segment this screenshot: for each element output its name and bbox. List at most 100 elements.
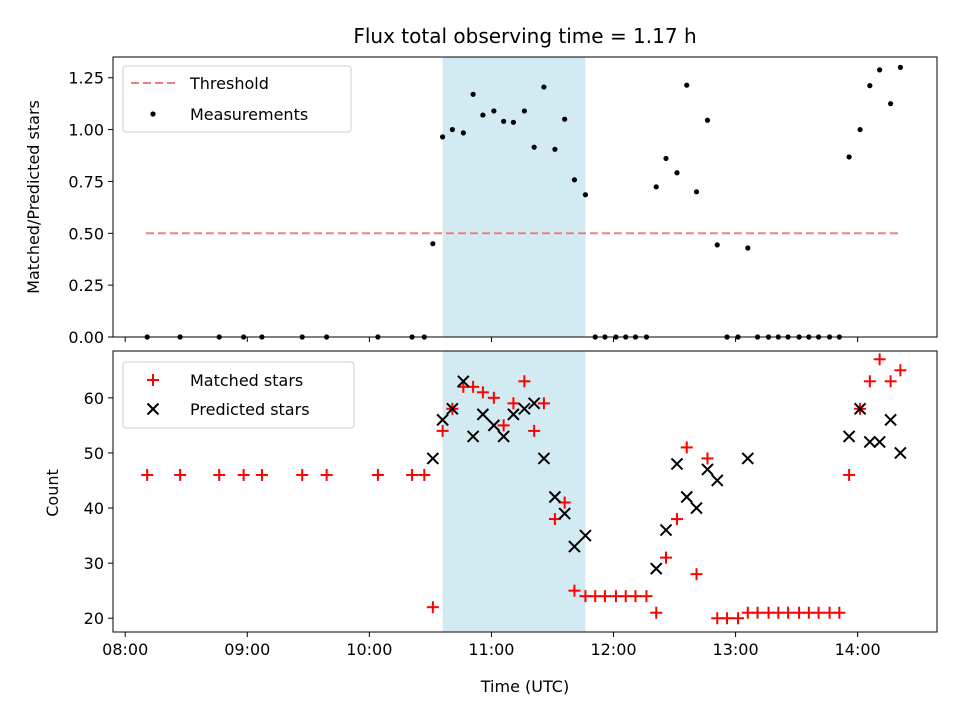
legend-matched-label: Matched stars bbox=[190, 371, 303, 390]
predicted-star-point-b bbox=[568, 540, 581, 553]
predicted-star-point bbox=[680, 490, 693, 504]
predicted-star-point-b bbox=[487, 419, 501, 432]
legend-predicted-label: Predicted stars bbox=[190, 400, 310, 419]
predicted-star-point-b bbox=[894, 446, 907, 460]
measurement-point bbox=[846, 154, 852, 160]
y-tick-label: 1.25 bbox=[68, 69, 104, 88]
y-tick-label: 0.25 bbox=[68, 276, 104, 295]
measurement-point bbox=[693, 189, 700, 195]
matched-star-point bbox=[894, 364, 907, 377]
measurement-point bbox=[501, 118, 507, 124]
predicted-star-point bbox=[863, 435, 877, 449]
matched-star-point bbox=[701, 452, 714, 465]
matched-star-point bbox=[884, 375, 897, 388]
predicted-star-point-b bbox=[884, 413, 897, 427]
measurement-point bbox=[582, 192, 589, 198]
matched-star-point bbox=[863, 375, 876, 388]
matched-star-point bbox=[690, 568, 703, 581]
predicted-star-point-b bbox=[446, 402, 459, 416]
predicted-star-point-b bbox=[436, 413, 449, 427]
predicted-star-point bbox=[670, 457, 684, 471]
measurement-point bbox=[877, 67, 883, 73]
predicted-star-point-b bbox=[701, 463, 714, 476]
measurement-point bbox=[552, 146, 558, 152]
legend: Matched stars Predicted stars bbox=[122, 361, 355, 429]
matched-star-point bbox=[680, 441, 693, 454]
predicted-star-point-b bbox=[842, 430, 856, 443]
y-tick-label: 50 bbox=[84, 444, 104, 463]
predicted-star-point bbox=[457, 375, 470, 388]
observing-interval-band bbox=[442, 351, 586, 632]
y-tick-label: 0.00 bbox=[68, 328, 104, 347]
y-tick-label: 60 bbox=[84, 389, 104, 408]
matched-star-point bbox=[732, 612, 745, 625]
matched-star-point bbox=[721, 612, 734, 625]
axes-frame bbox=[112, 350, 938, 633]
legend: Threshold Measurements bbox=[122, 65, 352, 133]
measurement-point bbox=[562, 116, 568, 122]
measurement-point bbox=[541, 84, 547, 90]
predicted-star-point-b bbox=[466, 430, 480, 443]
predicted-star-point-b bbox=[476, 408, 490, 421]
axes-frame bbox=[112, 56, 938, 338]
matched-star-point bbox=[873, 353, 886, 366]
x-tick-label: 08:00 bbox=[102, 640, 148, 659]
predicted-star-point bbox=[558, 507, 571, 520]
predicted-star-point bbox=[650, 562, 663, 575]
x-tick-label: 14:00 bbox=[835, 640, 881, 659]
predicted-star-point bbox=[548, 490, 562, 504]
predicted-star-point bbox=[853, 402, 867, 416]
predicted-star-point bbox=[873, 435, 886, 449]
measurement-point bbox=[449, 126, 455, 133]
matched-star-point bbox=[640, 590, 653, 603]
legend-predicted-swatch-b bbox=[146, 402, 160, 416]
x-tick-label: 13:00 bbox=[713, 640, 759, 659]
predicted-star-point bbox=[711, 474, 724, 487]
measurement-point bbox=[440, 134, 446, 140]
legend-predicted-swatch bbox=[146, 402, 160, 416]
measurement-point bbox=[460, 130, 466, 136]
measurement-point bbox=[745, 245, 751, 251]
matched-star-point bbox=[548, 513, 561, 526]
matched-star-point bbox=[833, 606, 846, 619]
matched-star-point bbox=[255, 468, 268, 481]
predicted-star-point bbox=[884, 413, 897, 427]
legend-frame bbox=[122, 65, 352, 133]
predicted-star-point-b bbox=[497, 430, 510, 443]
predicted-star-point-b bbox=[690, 501, 703, 515]
matched-star-point bbox=[650, 606, 663, 619]
predicted-star-point-b bbox=[670, 457, 684, 471]
matched-star-point bbox=[518, 375, 531, 388]
matched-star-point bbox=[558, 496, 571, 509]
predicted-star-point bbox=[659, 523, 673, 537]
matched-star-point bbox=[568, 584, 581, 597]
predicted-star-point-b bbox=[680, 490, 693, 504]
predicted-star-point bbox=[507, 408, 520, 421]
bottom-y-axis-label: Count bbox=[43, 469, 62, 517]
y-tick-label: 20 bbox=[84, 609, 104, 628]
predicted-star-point bbox=[741, 452, 754, 465]
y-tick-label: 40 bbox=[84, 499, 104, 518]
legend-measurements-label: Measurements bbox=[190, 105, 308, 124]
y-tick-label: 0.50 bbox=[68, 224, 104, 243]
measurement-point bbox=[684, 82, 690, 88]
x-tick-label: 11:00 bbox=[468, 640, 514, 659]
matched-star-point bbox=[528, 424, 541, 437]
predicted-star-point-b bbox=[426, 452, 440, 465]
matched-star-point bbox=[670, 513, 683, 526]
matched-star-point bbox=[629, 590, 642, 603]
matched-star-point bbox=[843, 468, 856, 481]
matched-star-point bbox=[418, 468, 431, 481]
matched-star-point bbox=[782, 606, 795, 619]
y-tick-label: 30 bbox=[84, 554, 104, 573]
measurement-point bbox=[867, 83, 873, 89]
measurement-point bbox=[897, 64, 903, 70]
matched-star-point bbox=[487, 391, 500, 404]
legend-measurements-swatch bbox=[150, 111, 156, 117]
ratio-panel: 0.00 0.25 0.50 0.75 1.00 1.25 Threshold Measure… bbox=[68, 56, 938, 347]
chart-title: Flux total observing time = 1.17 h bbox=[353, 24, 696, 48]
measurement-point bbox=[888, 101, 894, 107]
predicted-star-point bbox=[487, 419, 501, 432]
predicted-star-point-b bbox=[741, 452, 754, 465]
